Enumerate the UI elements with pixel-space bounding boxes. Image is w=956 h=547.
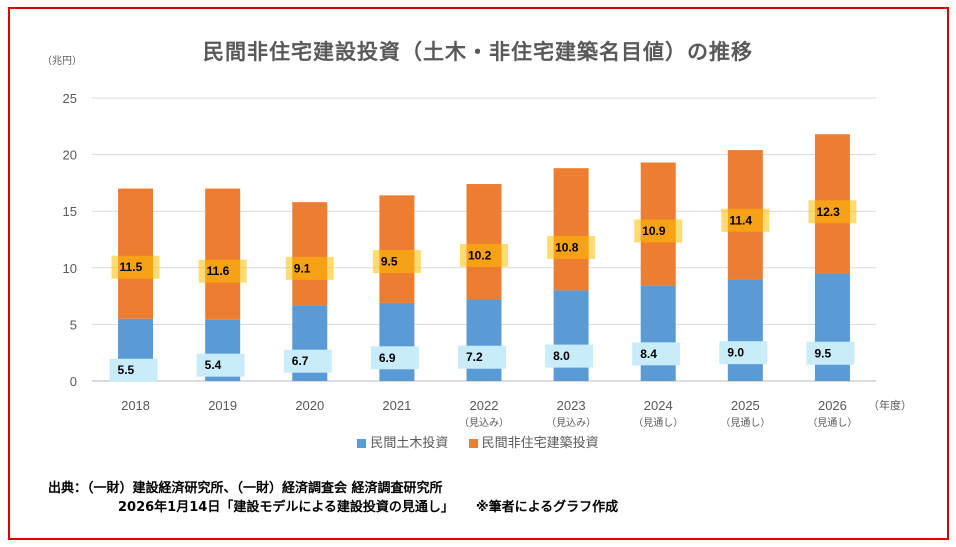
y-axis-unit-label: （兆円）: [42, 56, 82, 67]
data-label-background: [632, 342, 681, 366]
bar-segment: [466, 299, 502, 381]
x-tick-note: （見通し）: [720, 417, 770, 429]
x-tick-label: 2023: [557, 398, 586, 413]
data-label-background: [808, 200, 857, 224]
x-tick-label: 2024: [644, 398, 673, 413]
data-label-background: [721, 208, 770, 232]
y-tick-label: 20: [63, 148, 77, 163]
data-label: 6.9: [379, 351, 396, 365]
legend-label-building: 民間非住宅建築投資: [481, 436, 599, 451]
bar-segment: [118, 188, 154, 319]
x-tick-note: （見通し）: [633, 417, 683, 429]
legend-item-civil: 民間土木投資: [357, 432, 448, 451]
bar-segment: [379, 195, 415, 303]
chart-title: 民間非住宅建設投資（土木・非住宅建築名目値）の推移: [203, 40, 753, 64]
legend-swatch-civil: [357, 439, 367, 448]
y-tick-label: 15: [63, 204, 77, 219]
legend-swatch-building: [468, 439, 478, 448]
data-label: 9.5: [814, 346, 831, 360]
data-label-background: [370, 346, 419, 370]
data-label-background: [111, 255, 160, 279]
source-line-1: 出典：（一財）建設経済研究所、（一財）経済調査会 経済調査研究所: [48, 481, 443, 496]
legend-item-building: 民間非住宅建築投資: [468, 432, 599, 451]
data-label: 9.5: [381, 255, 398, 269]
source-line-2-text: 2026年1月14日「建設モデルによる建設投資の見通し」: [118, 500, 454, 515]
data-label-background: [719, 341, 768, 365]
data-label: 11.6: [207, 264, 230, 278]
bar-segment: [553, 168, 589, 291]
data-label: 10.2: [468, 248, 492, 262]
data-label-background: [283, 349, 332, 373]
source-author-note: ※筆者によるグラフ作成: [475, 500, 619, 515]
data-label: 5.4: [205, 358, 222, 372]
data-label: 7.2: [466, 350, 483, 364]
data-label-background: [460, 243, 508, 267]
x-axis-unit-label: （年度）: [868, 399, 912, 412]
source-line-2: 2026年1月14日「建設モデルによる建設投資の見通し」 ※筆者によるグラフ作成: [48, 498, 618, 517]
data-label: 9.0: [727, 346, 744, 360]
data-label-background: [547, 235, 596, 259]
y-tick-label: 5: [70, 317, 77, 332]
data-label: 11.4: [729, 213, 752, 227]
data-label: 5.5: [118, 363, 135, 377]
bar-segment: [640, 285, 676, 381]
data-label: 9.1: [294, 261, 311, 275]
data-label: 12.3: [816, 205, 840, 219]
x-tick-label: 2022: [470, 398, 499, 413]
x-tick-label: 2025: [731, 398, 760, 413]
data-label-background: [806, 341, 855, 365]
data-label-background: [109, 358, 158, 382]
bar-segment: [205, 188, 241, 320]
data-label: 11.5: [120, 260, 143, 274]
data-label-background: [634, 219, 683, 243]
chart-frame: [8, 7, 949, 540]
data-label-background: [458, 345, 506, 369]
x-tick-label: 2018: [121, 398, 150, 413]
bar-segment: [466, 184, 502, 300]
x-tick-label: 2019: [208, 398, 237, 413]
bar-segment: [814, 273, 850, 381]
data-label-background: [196, 353, 245, 377]
bar-segment: [727, 279, 763, 381]
data-label: 8.0: [553, 349, 570, 363]
legend-label-civil: 民間土木投資: [370, 436, 449, 451]
data-label-background: [198, 259, 247, 283]
data-label: 10.8: [555, 240, 579, 254]
data-label: 10.9: [642, 224, 666, 238]
y-tick-label: 10: [63, 261, 77, 276]
x-tick-label: 2021: [382, 398, 411, 413]
data-label-background: [545, 344, 594, 368]
data-label: 6.7: [292, 354, 309, 368]
x-tick-note: （見込み）: [459, 417, 509, 429]
data-label-background: [372, 250, 421, 274]
x-tick-note: （見通し）: [807, 417, 857, 429]
x-tick-label: 2020: [295, 398, 324, 413]
x-tick-note: （見込み）: [546, 417, 596, 429]
data-label: 8.4: [640, 347, 657, 361]
x-tick-label: 2026: [818, 398, 847, 413]
y-tick-label: 25: [63, 91, 77, 106]
legend: 民間土木投資 民間非住宅建築投資: [0, 432, 956, 451]
data-label-background: [285, 256, 334, 280]
bar-segment: [292, 202, 328, 306]
source-note: 出典：（一財）建設経済研究所、（一財）経済調査会 経済調査研究所 2026年1月…: [48, 479, 618, 517]
y-tick-label: 0: [70, 374, 77, 389]
